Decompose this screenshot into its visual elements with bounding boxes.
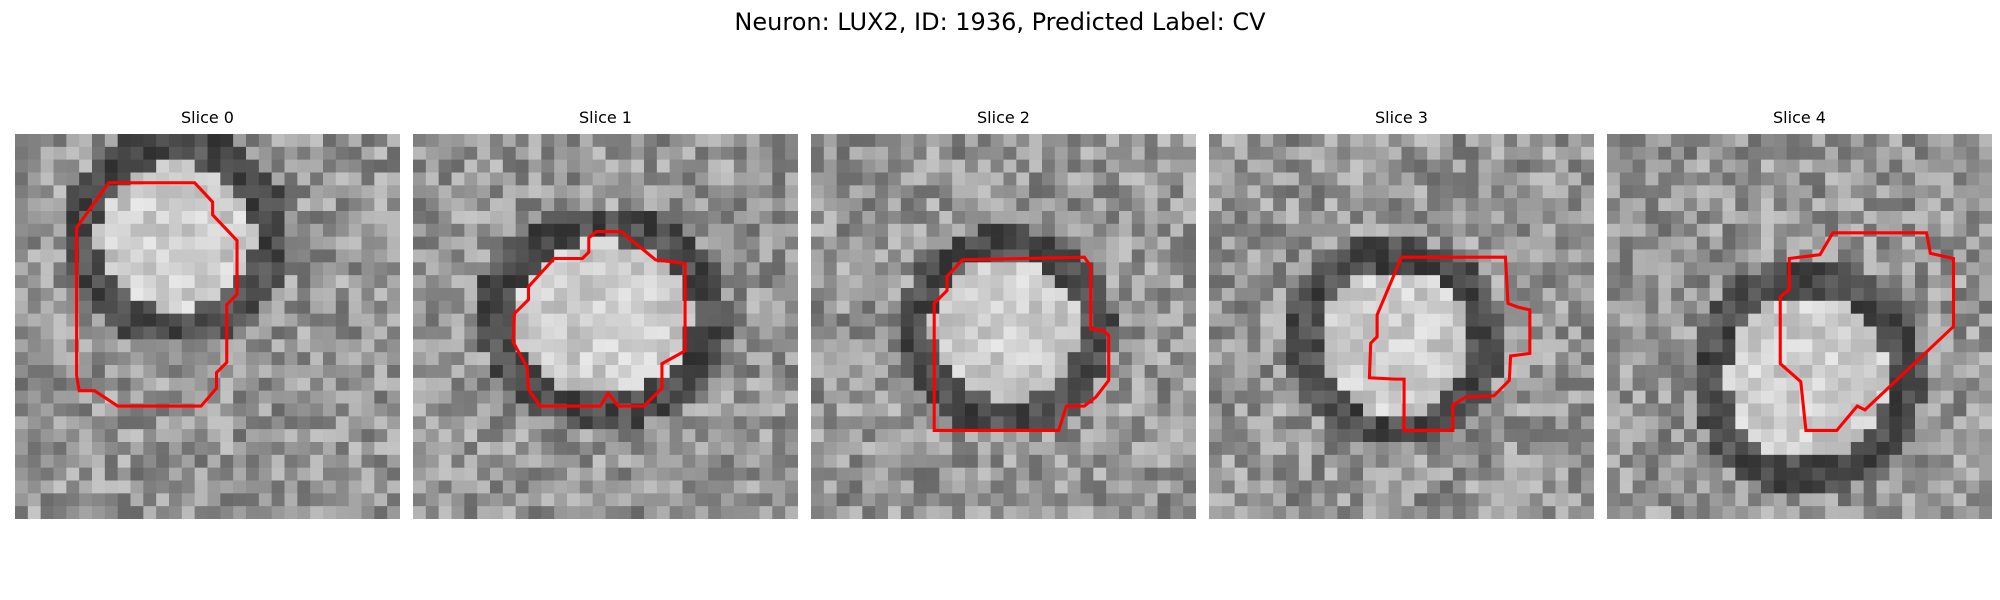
segmentation-outline <box>1367 255 1532 432</box>
slice-image <box>1607 134 1992 519</box>
slice-panel-2: Slice 2 <box>811 108 1196 519</box>
slice-title: Slice 0 <box>181 108 234 127</box>
slice-title: Slice 3 <box>1375 108 1428 127</box>
segmentation-outline <box>511 229 687 408</box>
segmentation-outline <box>1778 231 1956 432</box>
slice-title: Slice 2 <box>977 108 1030 127</box>
slice-image <box>413 134 798 519</box>
pixel-grid <box>811 134 1196 519</box>
segmentation-outline <box>932 255 1111 432</box>
slice-panel-3: Slice 3 <box>1209 108 1594 519</box>
slice-title: Slice 1 <box>579 108 632 127</box>
pixel-grid <box>413 134 798 519</box>
slice-panel-4: Slice 4 <box>1607 108 1992 519</box>
pixel-grid <box>1209 134 1594 519</box>
slice-image <box>1209 134 1594 519</box>
pixel-grid <box>15 134 400 519</box>
figure-title: Neuron: LUX2, ID: 1936, Predicted Label:… <box>734 8 1266 36</box>
slice-image <box>811 134 1196 519</box>
slice-panel-0: Slice 0 <box>15 108 400 519</box>
slice-panel-1: Slice 1 <box>413 108 798 519</box>
segmentation-outline <box>75 181 239 408</box>
pixel-grid <box>1607 134 1992 519</box>
slice-image <box>15 134 400 519</box>
slice-title: Slice 4 <box>1773 108 1826 127</box>
